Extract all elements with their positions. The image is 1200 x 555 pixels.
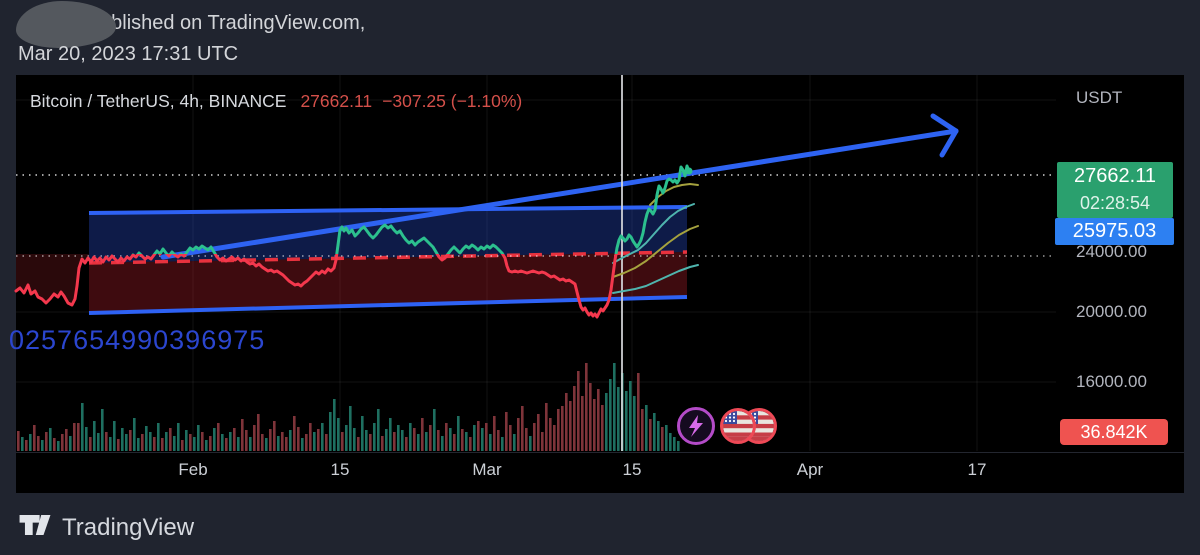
price-tick-label: 20000.00 [1076, 302, 1147, 321]
symbol-title: Bitcoin / TetherUS, 4h, BINANCE [30, 91, 287, 111]
us-flag-event-icon[interactable] [718, 406, 758, 446]
time-tick-label: Feb [178, 460, 208, 479]
chart-id-watermark: 0257654990396975 [9, 325, 266, 355]
symbol-legend[interactable]: Bitcoin / TetherUS, 4h, BINANCE 27662.11−… [30, 91, 522, 112]
time-tick-label: 15 [622, 460, 642, 479]
price-tick-label: 24000.00 [1076, 242, 1147, 261]
last-price-value: 27662.11 [1074, 165, 1156, 187]
volume-value-badge: 36.842K [1060, 419, 1168, 445]
time-tick-label: Mar [472, 460, 502, 479]
price-tick-label: 16000.00 [1076, 372, 1147, 391]
time-tick-label: Apr [796, 460, 824, 479]
published-on-text: ublished on TradingView.com, [100, 12, 366, 34]
time-tick-label: 17 [967, 460, 987, 479]
publish-banner: ublished on TradingView.com, Mar 20, 202… [0, 0, 1200, 75]
legend-last-price: 27662.11 [300, 91, 373, 111]
tradingview-logo-icon [18, 510, 52, 545]
last-price-badge: 27662.11 02:28:54 [1057, 162, 1173, 218]
price-axis-currency-label: USDT [1076, 88, 1123, 107]
legend-change: −307.25 (−1.10%) [382, 91, 523, 111]
drawing-level-badge: 25975.03 [1055, 218, 1174, 245]
tradingview-brand[interactable]: TradingView [18, 510, 194, 545]
time-tick-label: 15 [330, 460, 350, 479]
lightning-event-icon[interactable] [676, 406, 716, 446]
time-axis-separator [16, 452, 1184, 453]
publish-date-text: Mar 20, 2023 17:31 UTC [18, 43, 239, 65]
bar-countdown: 02:28:54 [1079, 193, 1151, 213]
chart-canvas[interactable] [16, 75, 1184, 493]
redacted-author-blob [16, 1, 116, 48]
brand-name: TradingView [62, 513, 195, 541]
